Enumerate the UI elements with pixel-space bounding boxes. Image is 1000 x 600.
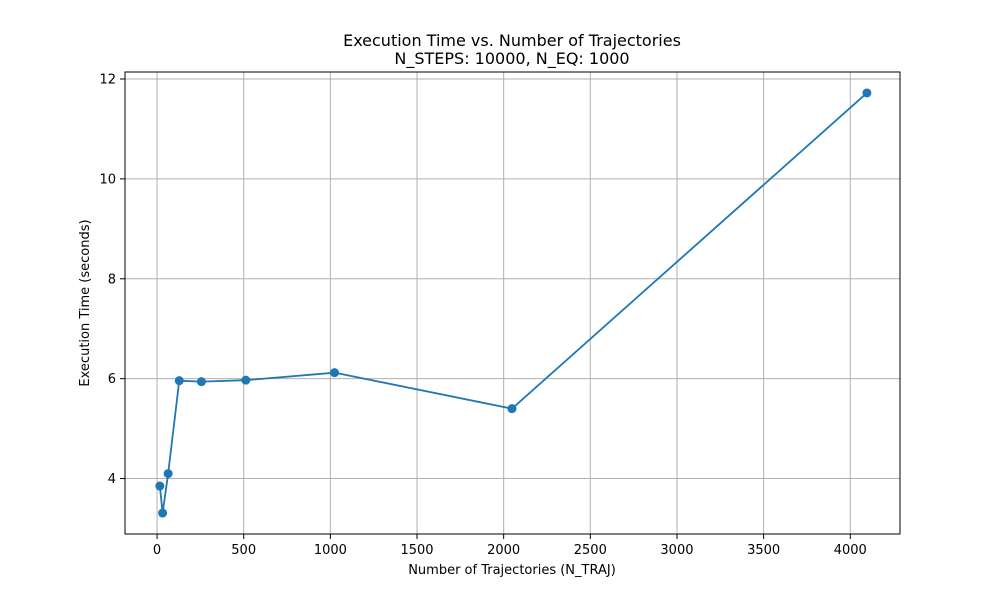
y-axis-label: Execution Time (seconds) bbox=[78, 219, 93, 386]
axis-ticks: 0 500 1000 1500 2000 2500 3000 3500 4000 4 6 8 10 12 bbox=[99, 72, 866, 558]
x-tick-label: 2000 bbox=[487, 543, 520, 558]
data-point bbox=[862, 88, 872, 98]
x-tick-label: 1000 bbox=[314, 543, 347, 558]
x-tick-label: 3000 bbox=[660, 543, 693, 558]
x-tick-label: 0 bbox=[153, 543, 161, 558]
x-tick-label: 2500 bbox=[574, 543, 607, 558]
chart-title: Execution Time vs. Number of Trajectorie… bbox=[343, 31, 681, 50]
y-tick-label: 12 bbox=[99, 72, 116, 87]
data-point bbox=[163, 469, 173, 479]
y-tick-label: 10 bbox=[99, 172, 116, 187]
data-point bbox=[174, 376, 184, 386]
y-tick-label: 8 bbox=[108, 272, 116, 287]
x-tick-label: 1500 bbox=[400, 543, 433, 558]
data-point bbox=[155, 481, 165, 491]
data-point bbox=[241, 375, 251, 385]
grid-lines bbox=[125, 72, 900, 534]
data-point bbox=[330, 368, 340, 378]
x-tick-label: 3500 bbox=[747, 543, 780, 558]
x-tick-label: 500 bbox=[231, 543, 256, 558]
data-point bbox=[158, 508, 168, 518]
x-axis-label: Number of Trajectories (N_TRAJ) bbox=[408, 563, 616, 578]
data-point bbox=[196, 377, 206, 387]
chart-subtitle: N_STEPS: 10000, N_EQ: 1000 bbox=[394, 49, 629, 69]
series-layer bbox=[155, 88, 872, 518]
y-tick-label: 6 bbox=[108, 372, 116, 387]
plot-area-frame bbox=[124, 71, 901, 535]
x-tick-label: 4000 bbox=[834, 543, 867, 558]
y-tick-label: 4 bbox=[108, 472, 116, 487]
data-point bbox=[507, 404, 517, 414]
